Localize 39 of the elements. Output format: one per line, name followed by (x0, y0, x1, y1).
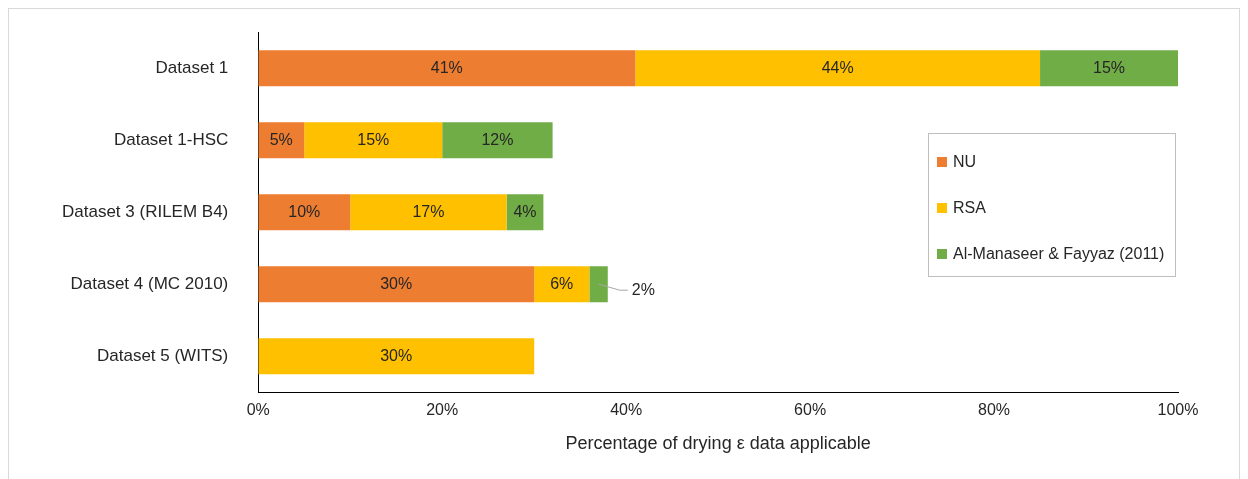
data-label: 30% (380, 346, 413, 364)
bar (534, 266, 590, 303)
y-tick-label: Dataset 1-HSC (113, 129, 229, 149)
x-tick-label: 80% (978, 401, 1011, 419)
bar (1040, 50, 1178, 87)
data-label: 6% (550, 274, 574, 292)
x-tick-label: 100% (1157, 401, 1199, 419)
legend-label: RSA (953, 198, 986, 218)
y-tick-label: Dataset 5 (WITS) (96, 345, 229, 365)
bar (304, 122, 443, 159)
bar (350, 194, 507, 231)
data-label: 41% (430, 58, 463, 76)
x-tick-label: 0% (246, 401, 270, 419)
bar (635, 50, 1041, 87)
legend-label: Al-Manaseer & Fayyaz (2011) (953, 244, 1165, 264)
data-label: 17% (412, 202, 445, 220)
y-tick-label: Dataset 1 (155, 57, 229, 77)
x-tick-label: 20% (426, 401, 459, 419)
data-label: 4% (513, 202, 537, 220)
data-label: 5% (269, 130, 293, 148)
bar (258, 266, 535, 303)
data-label: 10% (288, 202, 321, 220)
y-tick-label: Dataset 3 (RILEM B4) (62, 201, 229, 221)
bar (589, 266, 608, 303)
data-label: 15% (1093, 58, 1126, 76)
bar (258, 338, 535, 375)
x-tick-label: 40% (610, 401, 643, 419)
legend-label: NU (953, 152, 977, 172)
y-tick-label: Dataset 4 (MC 2010) (70, 273, 229, 293)
data-label: 12% (481, 130, 514, 148)
bar (258, 50, 636, 87)
x-tick-label: 60% (794, 401, 827, 419)
data-label: 30% (380, 274, 413, 292)
data-label: 15% (357, 130, 390, 148)
bar (442, 122, 553, 159)
bar (258, 194, 351, 231)
data-label: 2% (631, 280, 655, 298)
x-axis-title: Percentage of drying ε data applicable (565, 433, 871, 454)
data-label: 44% (821, 58, 854, 76)
